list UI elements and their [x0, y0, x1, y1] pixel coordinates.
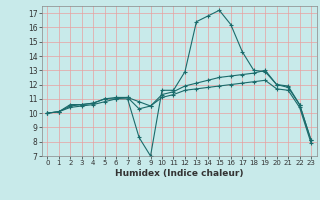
- X-axis label: Humidex (Indice chaleur): Humidex (Indice chaleur): [115, 169, 244, 178]
